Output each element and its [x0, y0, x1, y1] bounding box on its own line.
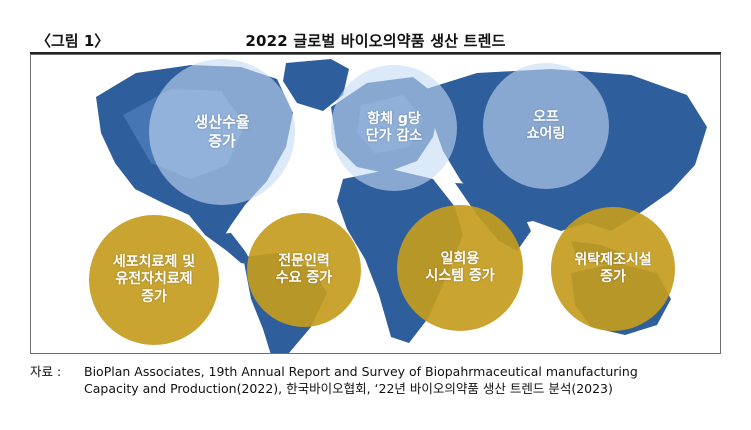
- trend-circle-cmo: 위탁제조시설 증가: [551, 207, 675, 331]
- trend-text-single-use: 일회용 시스템 증가: [425, 250, 495, 285]
- trend-circle-single-use: 일회용 시스템 증가: [397, 205, 523, 331]
- source-line-2: Capacity and Production(2022), 한국바이오협회, …: [84, 381, 613, 396]
- map-central-america: [205, 233, 253, 265]
- source-line-1: BioPlan Associates, 19th Annual Report a…: [84, 364, 638, 379]
- trend-circle-yield: 생산수율 증가: [149, 59, 295, 205]
- trend-text-yield: 생산수율 증가: [194, 113, 250, 150]
- trend-text-workforce: 전문인력 수요 증가: [275, 252, 333, 287]
- trend-text-offshoring: 오프 쇼어링: [526, 108, 566, 143]
- source-label: 자료 :: [30, 364, 62, 379]
- trend-circle-workforce: 전문인력 수요 증가: [247, 213, 361, 327]
- map-greenland: [283, 59, 349, 111]
- diagram-frame: 생산수율 증가 항체 g당 단가 감소 오프 쇼어링 세포치료제 및 유전자치료…: [30, 54, 721, 354]
- trend-text-cell-gene-therapy: 세포치료제 및 유전자치료제 증가: [112, 253, 196, 305]
- title-divider: [30, 52, 721, 54]
- trend-circle-offshoring: 오프 쇼어링: [483, 63, 609, 189]
- trend-text-cmo: 위탁제조시설 증가: [574, 251, 652, 286]
- trend-circle-cost: 항체 g당 단가 감소: [331, 65, 457, 191]
- figure-label: 〈그림 1〉: [36, 32, 110, 50]
- figure-title: 2022 글로벌 바이오의약품 생산 트렌드: [245, 32, 506, 50]
- trend-circle-cell-gene-therapy: 세포치료제 및 유전자치료제 증가: [89, 215, 219, 345]
- trend-text-cost: 항체 g당 단가 감소: [365, 110, 423, 145]
